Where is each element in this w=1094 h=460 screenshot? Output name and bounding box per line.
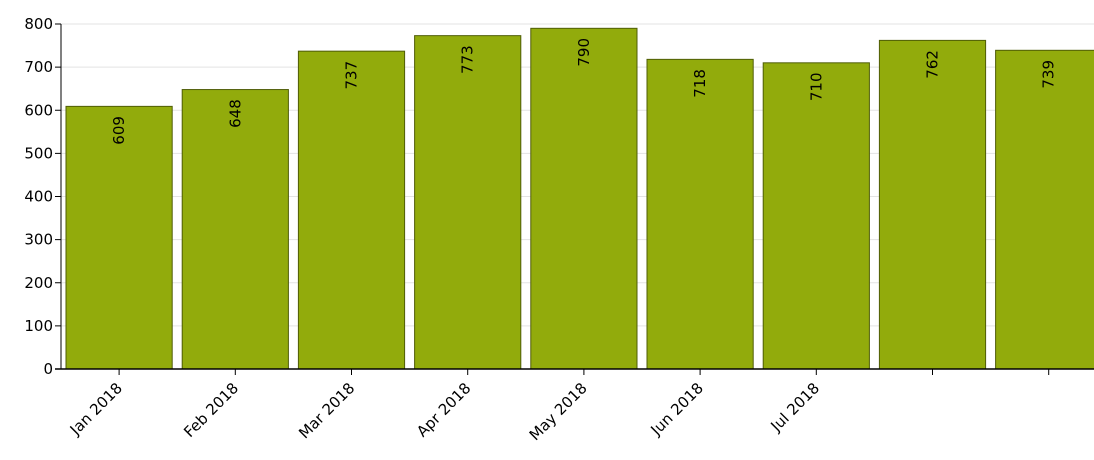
bar xyxy=(181,89,289,370)
y-tick-label: 300 xyxy=(24,231,53,249)
y-tick-label: 700 xyxy=(24,58,53,76)
data-label: 790 xyxy=(575,38,593,67)
bar xyxy=(414,35,522,370)
y-axis-ticks: 0 100 200 300 400 500 600 700 800 xyxy=(24,15,61,378)
bar xyxy=(65,105,173,370)
axes xyxy=(55,24,1094,370)
bar xyxy=(878,39,987,370)
data-label: 718 xyxy=(691,69,709,98)
bar xyxy=(530,27,638,370)
x-tick-label: Jul 2018 xyxy=(767,379,824,436)
bars xyxy=(65,27,1094,370)
y-tick-label: 200 xyxy=(24,274,53,292)
data-label: 773 xyxy=(459,45,477,74)
x-tick-label: Apr 2018 xyxy=(413,379,474,440)
y-tick-label: 500 xyxy=(24,144,53,162)
bar xyxy=(995,49,1094,370)
bar xyxy=(762,62,870,370)
x-tick-label: Feb 2018 xyxy=(180,379,242,441)
y-tick-label: 600 xyxy=(24,101,53,119)
y-tick-label: 400 xyxy=(24,188,53,206)
bar xyxy=(297,50,406,370)
data-label: 737 xyxy=(343,61,361,90)
y-tick-label: 0 xyxy=(43,360,53,378)
data-label: 762 xyxy=(924,50,942,79)
data-label: 609 xyxy=(110,116,128,145)
y-tick-label: 800 xyxy=(24,15,53,33)
bar xyxy=(646,58,754,370)
x-tick-label: Mar 2018 xyxy=(295,379,358,442)
x-tick-label: May 2018 xyxy=(526,379,591,444)
x-tick-label: Jun 2018 xyxy=(647,379,707,439)
y-tick-label: 100 xyxy=(24,317,53,335)
x-tick-label: Jan 2018 xyxy=(66,379,126,439)
data-labels: 609 648 737 773 790 718 710 762 739 xyxy=(110,38,1058,145)
data-label: 739 xyxy=(1040,60,1058,89)
data-label: 710 xyxy=(807,72,825,101)
data-label: 648 xyxy=(226,99,244,128)
x-axis-ticks: Jan 2018 Feb 2018 Mar 2018 Apr 2018 May 2018… xyxy=(66,369,1050,444)
